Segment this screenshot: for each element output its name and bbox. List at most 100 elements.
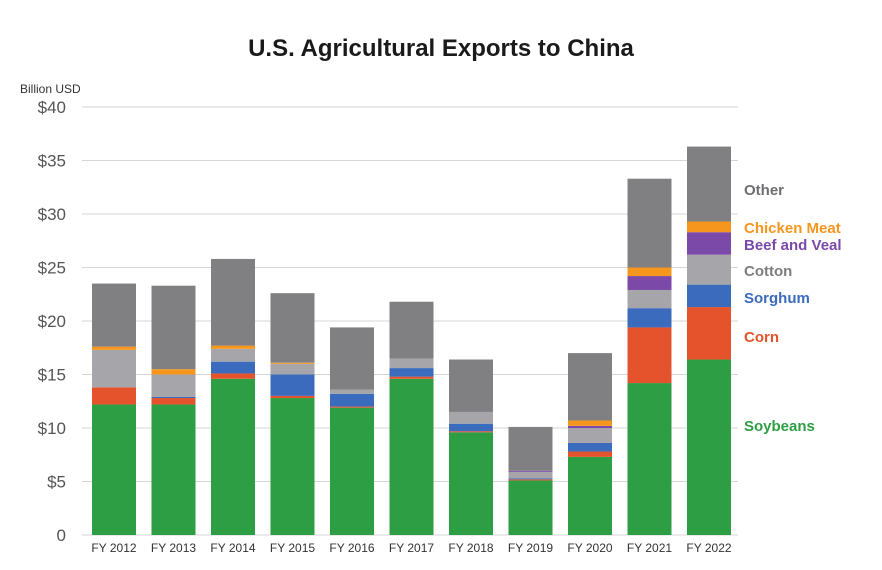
legend-item-sorghum: Sorghum xyxy=(744,290,810,307)
y-tick-label: $35 xyxy=(38,152,66,171)
bar-segment-beef-and-veal xyxy=(508,470,553,472)
x-tick-label: FY 2019 xyxy=(508,541,553,555)
bar-segment-corn xyxy=(508,479,553,481)
bar-segment-chicken-meat xyxy=(627,267,672,277)
x-tick-label: FY 2015 xyxy=(270,541,315,555)
bar-segment-soybeans xyxy=(568,456,612,535)
legend: Soybeans Corn Sorghum Cotton Beef and VealCh… xyxy=(744,182,842,435)
bar-segment-soybeans xyxy=(92,404,136,535)
bar-stack xyxy=(449,359,493,535)
bar-stack xyxy=(211,258,255,535)
bar-segment-soybeans xyxy=(687,359,731,535)
x-tick-label: FY 2013 xyxy=(151,541,196,555)
bar-segment-chicken-meat xyxy=(270,362,315,364)
bar-segment-cotton xyxy=(687,254,731,285)
bar-segment-sorghum xyxy=(568,442,612,452)
bar-segment-corn xyxy=(389,376,434,379)
bar-stack xyxy=(270,293,315,535)
y-tick-label: $25 xyxy=(38,259,66,278)
bar-segment-soybeans xyxy=(627,383,672,535)
legend-item-corn: Corn xyxy=(744,329,779,346)
bar-stack xyxy=(389,301,434,535)
y-tick-label: $20 xyxy=(38,312,66,331)
bar-segment-soybeans xyxy=(330,407,374,535)
bar-segment-sorghum xyxy=(270,374,315,396)
x-tick-label: FY 2016 xyxy=(329,541,374,555)
bar-segment-chicken-meat xyxy=(687,221,731,233)
bar-segment-other xyxy=(449,359,493,412)
bar-segment-other xyxy=(330,327,374,390)
bar-stack xyxy=(508,426,553,535)
bar-segment-soybeans xyxy=(211,378,255,535)
bar-segment-corn xyxy=(92,387,136,405)
bar-segment-chicken-meat xyxy=(568,420,612,426)
bar-segment-corn xyxy=(151,398,196,405)
bar-segment-other xyxy=(508,426,553,471)
bar-segment-cotton xyxy=(568,428,612,443)
chart-title: U.S. Agricultural Exports to China xyxy=(248,35,634,62)
bar-segment-cotton xyxy=(449,411,493,424)
y-tick-label: $10 xyxy=(38,419,66,438)
bar-segment-sorghum xyxy=(151,396,196,399)
bar-segment-cotton xyxy=(270,363,315,375)
bar-segment-corn xyxy=(449,431,493,433)
bar-segment-soybeans xyxy=(508,480,553,535)
legend-item-cotton: Cotton xyxy=(744,263,792,280)
legend-item-other: Other xyxy=(744,182,784,199)
bar-segment-cotton xyxy=(92,349,136,388)
bar-segment-sorghum xyxy=(627,308,672,328)
bar-segment-other xyxy=(151,285,196,370)
bar-segment-other xyxy=(627,178,672,268)
bar-segment-other xyxy=(687,146,731,222)
y-tick-label: $30 xyxy=(38,205,66,224)
bar-segment-sorghum xyxy=(508,478,553,480)
y-axis-label: Billion USD xyxy=(20,82,81,96)
y-tick-label: $5 xyxy=(47,473,66,492)
bar-segment-other xyxy=(270,293,315,363)
y-tick-label: 0 xyxy=(57,526,66,545)
bar-segment-corn xyxy=(627,327,672,384)
x-tick-label: FY 2018 xyxy=(448,541,493,555)
bar-segment-sorghum xyxy=(211,361,255,374)
legend-item-chicken-meat: Chicken Meat xyxy=(744,220,841,237)
bar-stack xyxy=(687,146,731,535)
x-tick-label: FY 2012 xyxy=(91,541,136,555)
x-tick-label: FY 2020 xyxy=(567,541,612,555)
bars xyxy=(92,146,731,535)
bar-segment-cotton xyxy=(211,348,255,362)
bar-segment-beef-and-veal xyxy=(627,276,672,290)
bar-stack xyxy=(330,327,374,535)
y-tick-label: $15 xyxy=(38,366,66,385)
bar-segment-cotton xyxy=(627,289,672,309)
bar-segment-cotton xyxy=(508,471,553,479)
x-axis-ticks: FY 2012 FY 2013 FY 2014 FY 2015 FY 2016 FY 20… xyxy=(91,541,731,555)
bar-stack xyxy=(627,178,672,535)
bar-segment-sorghum xyxy=(389,368,434,377)
legend-item-soybeans: Soybeans xyxy=(744,418,815,435)
bar-stack xyxy=(151,285,196,535)
bar-segment-cotton xyxy=(389,358,434,369)
x-tick-label: FY 2022 xyxy=(686,541,731,555)
bar-segment-sorghum xyxy=(687,284,731,308)
bar-segment-soybeans xyxy=(270,398,315,535)
bar-segment-beef-and-veal xyxy=(687,232,731,255)
bar-segment-other xyxy=(211,258,255,346)
bar-segment-soybeans xyxy=(449,432,493,535)
bar-segment-chicken-meat xyxy=(92,346,136,350)
x-tick-label: FY 2014 xyxy=(210,541,255,555)
bar-segment-sorghum xyxy=(330,393,374,407)
bar-segment-cotton xyxy=(151,374,196,397)
bar-segment-other xyxy=(389,301,434,359)
bar-stack xyxy=(92,283,136,535)
bar-segment-corn xyxy=(687,307,731,360)
bar-stack xyxy=(568,353,612,535)
bar-segment-other xyxy=(92,283,136,347)
bar-segment-sorghum xyxy=(449,423,493,432)
bar-segment-chicken-meat xyxy=(151,369,196,375)
bar-segment-corn xyxy=(211,373,255,379)
bar-segment-beef-and-veal xyxy=(568,425,612,428)
legend-item-beef-and-veal: Beef and Veal xyxy=(744,237,842,254)
y-axis-ticks: 0 $5 $10 $15 $20 $25 $30 $35 $40 xyxy=(38,98,66,545)
y-tick-label: $40 xyxy=(38,98,66,117)
